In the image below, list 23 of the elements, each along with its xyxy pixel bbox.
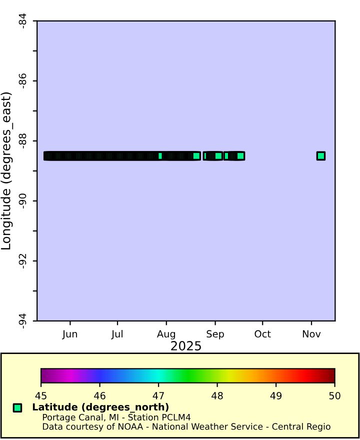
y-tick-label: -94 — [18, 314, 26, 328]
color-bar-label: 45 — [35, 392, 46, 400]
x-tick-label: Oct — [254, 330, 271, 338]
text: Portage Canal, MI - Station PCLM4 — [42, 414, 191, 422]
y-tick-label: -90 — [18, 194, 26, 208]
x-tick-label: Jun — [62, 330, 77, 340]
x-tick-label: Aug — [156, 330, 176, 340]
x-tick-label: Jul — [111, 330, 122, 340]
y-tick-label: -88 — [18, 134, 26, 148]
x-tick-label: Sep — [206, 330, 224, 340]
text: Data courtesy of NOAA - National Weather Service - Central Regio — [42, 423, 330, 432]
color-bar-label: 49 — [270, 392, 282, 400]
legend-label: Latitude (degrees_north) — [32, 403, 168, 413]
y-tick-label: -92 — [18, 254, 26, 268]
y-tick-label: -84 — [18, 14, 26, 28]
y-axis-title: Longitude (degrees_east) — [0, 92, 14, 250]
color-bar-label: 48 — [212, 392, 223, 400]
color-bar-label: 46 — [94, 392, 106, 400]
x-axis-title: 2025 — [171, 341, 201, 350]
color-bar-label: 47 — [152, 392, 164, 400]
color-bar-label: 50 — [329, 392, 340, 400]
y-tick-label: -86 — [18, 74, 26, 88]
x-tick-label: Nov — [302, 330, 321, 338]
